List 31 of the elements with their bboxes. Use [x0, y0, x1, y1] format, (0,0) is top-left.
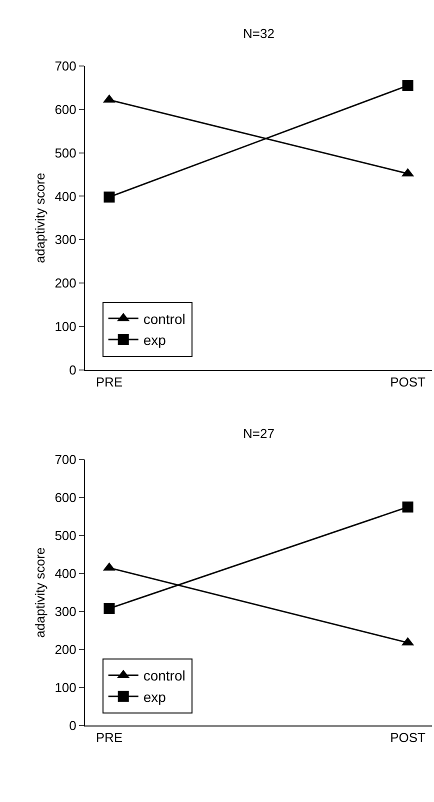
point	[402, 502, 414, 513]
y-tick-label: 400	[54, 566, 76, 582]
y-tick-label: 300	[54, 232, 76, 248]
y-axis-title: adaptivity score	[32, 172, 48, 264]
x-tick-label: PRE	[96, 730, 123, 746]
legend-label: exp	[143, 688, 166, 705]
legend-label: exp	[143, 332, 166, 348]
chart-title: N=27	[243, 426, 274, 441]
y-tick-label: 700	[54, 58, 76, 74]
y-tick-label: 400	[54, 188, 76, 204]
y-tick-label: 500	[54, 145, 76, 160]
y-tick-label: 100	[54, 318, 76, 334]
chart-title: N=32	[243, 26, 274, 41]
y-tick-label: 300	[54, 604, 76, 620]
y-tick-label: 500	[54, 528, 76, 544]
y-tick-label: 100	[54, 680, 76, 696]
y-tick-label: 200	[54, 642, 76, 658]
y-tick-label: 700	[54, 452, 76, 468]
point	[104, 192, 115, 203]
x-tick-label: POST	[390, 730, 426, 746]
y-tick-label: 0	[69, 718, 76, 734]
y-tick-label: 600	[54, 102, 76, 117]
y-axis-title: adaptivity score	[32, 547, 48, 638]
legend-label: control	[143, 310, 186, 327]
x-tick-label: PRE	[96, 374, 123, 390]
y-tick-label: 200	[54, 276, 76, 291]
y-tick-label: 600	[54, 490, 76, 506]
y-tick-label: 0	[69, 362, 76, 378]
point	[104, 602, 115, 614]
x-tick-label: POST	[390, 374, 426, 390]
legend-label: control	[143, 668, 186, 684]
